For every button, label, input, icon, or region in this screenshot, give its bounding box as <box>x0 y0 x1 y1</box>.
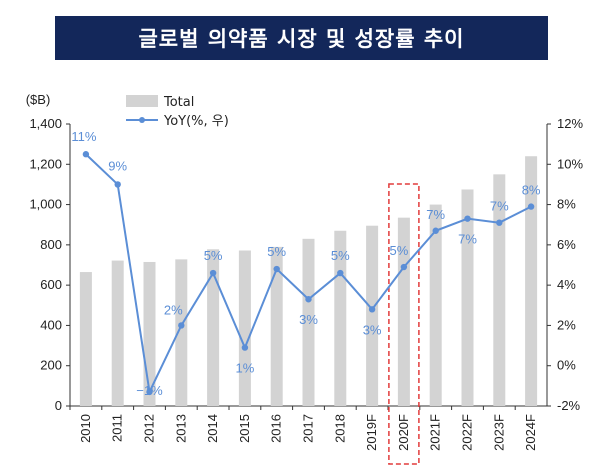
right-tick-label: -2% <box>557 398 581 413</box>
right-tick-label: 8% <box>557 197 576 212</box>
bars-layer <box>79 156 538 406</box>
yoy-point <box>368 306 376 313</box>
yoy-data-label: 11% <box>71 129 96 144</box>
x-tick-label: 2019F <box>364 414 379 451</box>
yoy-data-label: 3% <box>363 322 382 337</box>
line-layer <box>82 151 535 396</box>
bar-total <box>79 272 92 406</box>
yoy-point <box>400 263 408 271</box>
yoy-point <box>273 265 280 273</box>
bar-total <box>461 189 474 406</box>
x-tick-label: 2024F <box>523 414 538 451</box>
x-tick-label: 2023F <box>491 414 506 451</box>
left-tick-label: 200 <box>40 358 62 373</box>
left-tick-label: 1,000 <box>29 197 62 212</box>
bar-total <box>429 204 442 406</box>
x-tick-label: 2014 <box>205 414 220 443</box>
yoy-data-label: 5% <box>204 248 223 263</box>
axes-layer: 0 200 400 600 800 1,000 1,200 1,400 ($B) -2% 0% 2% 4… <box>26 92 584 451</box>
left-axis-unit: ($B) <box>26 92 51 107</box>
yoy-point <box>432 227 439 234</box>
bar-total <box>525 156 538 406</box>
bar-total <box>175 259 188 406</box>
bar-total <box>238 250 251 406</box>
left-tick-label: 400 <box>40 317 62 332</box>
bar-total <box>270 246 283 406</box>
x-tick-label: 2017 <box>301 414 316 443</box>
legend-label-yoy: YoY(%, 우) <box>163 114 229 129</box>
highlight-layer <box>388 183 420 465</box>
yoy-data-label: 7% <box>426 207 445 222</box>
yoy-data-label: 3% <box>299 312 318 327</box>
yoy-data-label: 2% <box>164 302 183 317</box>
x-tick-label: 2020F <box>396 414 411 451</box>
yoy-data-label: 5% <box>390 243 409 258</box>
x-tick-label: 2012 <box>142 414 157 443</box>
bar-total <box>207 249 220 406</box>
legend-swatch-total <box>126 95 158 107</box>
yoy-point <box>114 181 121 188</box>
right-tick-label: 6% <box>557 237 576 252</box>
left-tick-label: 600 <box>40 277 62 292</box>
chart-title: 글로벌 의약품 시장 및 성장률 추이 <box>55 16 548 60</box>
yoy-data-label: −1% <box>136 383 163 398</box>
x-tick-label: 2015 <box>237 414 252 443</box>
yoy-data-label: 8% <box>522 183 541 198</box>
yoy-point <box>82 151 90 158</box>
x-tick-label: 2010 <box>78 414 93 443</box>
x-tick-label: 2018 <box>332 414 347 443</box>
yoy-point <box>178 322 185 329</box>
yoy-data-label: 9% <box>108 158 127 173</box>
yoy-point <box>241 344 249 351</box>
yoy-data-label: 1% <box>236 361 255 376</box>
legend-label-total: Total <box>163 95 194 110</box>
x-tick-label: 2011 <box>110 414 125 442</box>
highlight-box-2020F <box>388 183 420 465</box>
bar-total <box>111 260 124 406</box>
right-tick-label: 12% <box>557 116 583 131</box>
left-tick-label: 1,400 <box>29 116 62 131</box>
left-tick-label: 800 <box>40 237 62 252</box>
yoy-data-label: 7% <box>458 232 477 247</box>
yoy-point <box>337 269 344 277</box>
yoy-point <box>496 219 503 226</box>
right-tick-label: 10% <box>557 156 583 171</box>
bar-total <box>366 225 379 406</box>
yoy-data-label: 5% <box>267 244 286 259</box>
yoy-point <box>464 215 471 222</box>
left-tick-label: 1,200 <box>29 156 62 171</box>
yoy-point <box>209 269 217 277</box>
left-tick-label: 0 <box>55 398 62 413</box>
bar-total <box>493 174 506 406</box>
bar-total <box>302 238 315 406</box>
right-tick-label: 4% <box>557 277 576 292</box>
labels-layer: 11% 9% −1% 2% 5% 1% 5% 3% 5% 3% 5% 7% 7% 7% 8% <box>71 129 541 398</box>
x-tick-label: 2021F <box>428 414 443 451</box>
right-tick-label: 0% <box>557 358 576 373</box>
right-tick-label: 2% <box>557 317 576 332</box>
yoy-point <box>146 388 153 396</box>
yoy-data-label: 7% <box>490 199 509 214</box>
legend-marker-yoy <box>139 117 145 123</box>
yoy-point <box>527 203 535 210</box>
x-tick-label: 2016 <box>269 414 284 443</box>
yoy-point <box>305 296 312 303</box>
yoy-data-label: 5% <box>331 248 350 263</box>
x-tick-label: 2013 <box>173 414 188 443</box>
legend-layer: Total YoY(%, 우) <box>126 95 229 129</box>
x-tick-label: 2022F <box>460 414 475 451</box>
